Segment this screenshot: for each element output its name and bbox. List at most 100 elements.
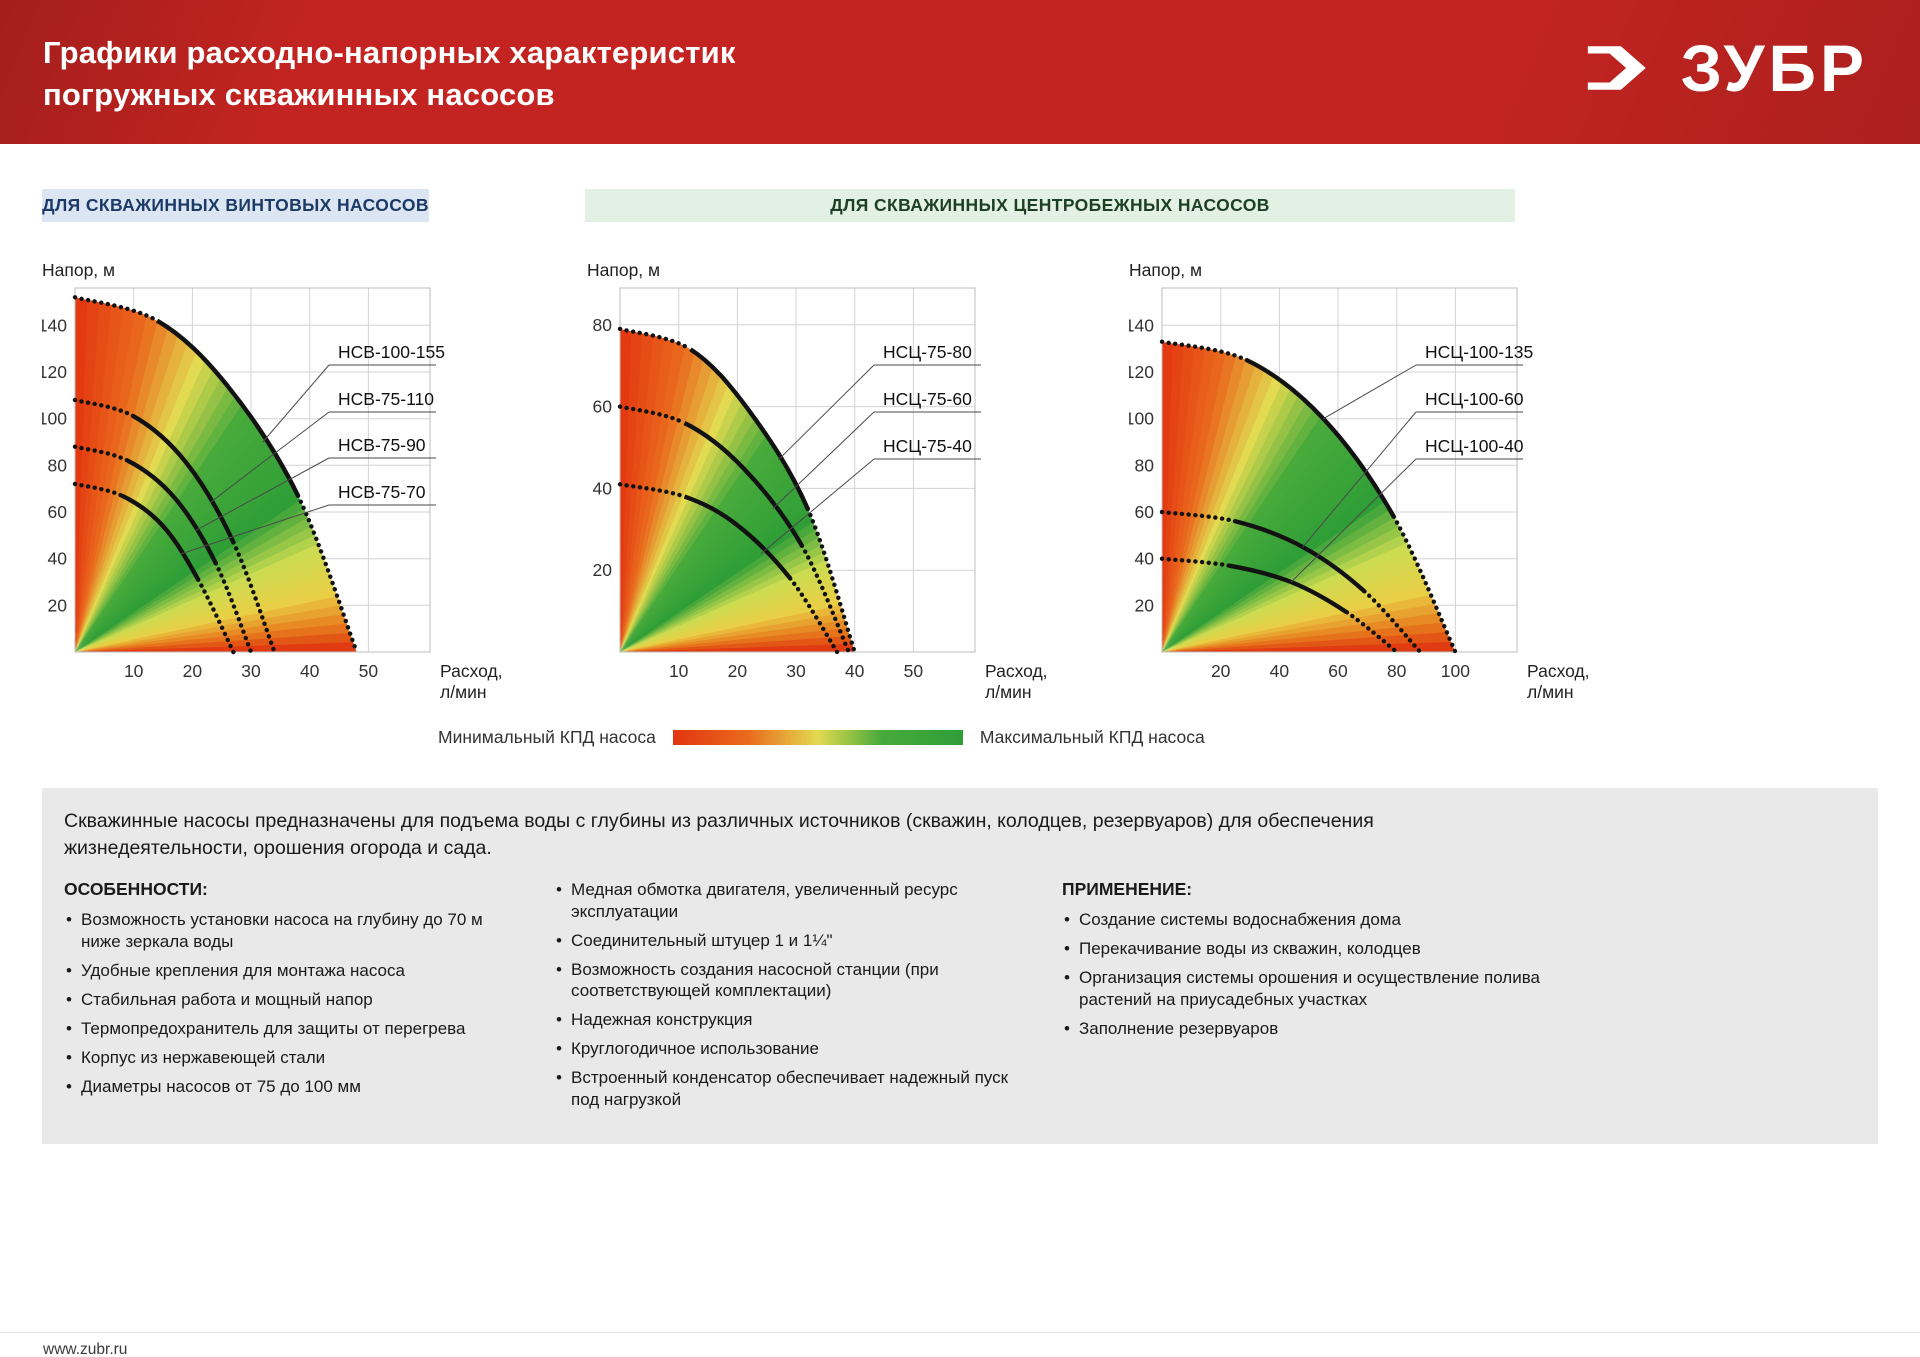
header-banner: Графики расходно-напорных характеристик … [0,0,1920,144]
list-item: Создание системы водоснабжения дома [1062,909,1582,931]
efficiency-sector [1162,540,1456,652]
curve-solid [156,318,300,497]
leader-line [209,411,330,504]
y-tick-label: 80 [593,315,613,335]
y-tick-label: 40 [593,478,613,498]
efficiency-sector [620,629,855,652]
efficiency-sector [1162,497,1456,652]
page-title-line2: погружных скважинных насосов [43,77,555,112]
x-tick-label: 100 [1441,661,1470,681]
series-labels: НСВ-100-155 НСВ-75-110 НСВ-75-90 НСВ-75-70 [180,342,445,555]
x-tick-label: 30 [786,661,806,681]
legend-max-label: Максимальный КПД насоса [979,727,1205,747]
extra-features-column: Медная обмотка двигателя, увеличенный ре… [554,879,1024,1118]
x-tick-label: 10 [124,661,144,681]
efficiency-sector [75,540,357,652]
efficiency-gradient-bar [672,730,963,745]
efficiency-sector [620,328,855,652]
series-label: НСЦ-100-40 [1425,436,1524,456]
efficiency-sector [620,497,855,652]
efficiency-sector [75,475,357,652]
list-item: Заполнение резервуаров [1062,1018,1582,1040]
efficiency-sector [1162,518,1456,652]
y-axis-label: Напор, м [587,262,660,280]
curve-dotted-start [1159,556,1232,568]
curve-solid [120,493,201,581]
plot-frame [619,287,976,653]
series-label: НСВ-75-70 [338,482,426,502]
brand-name: ЗУБР [1680,31,1868,105]
efficiency-sector [75,433,357,652]
efficiency-fan [1162,341,1456,652]
y-tick-label: 40 [1135,549,1155,569]
leader-line [1302,411,1417,548]
curve-dotted-start [72,397,136,419]
y-tick-label: 140 [42,315,67,335]
efficiency-sector [1162,585,1456,652]
efficiency-sector [620,328,855,652]
efficiency-sector [620,371,855,652]
chart-canvas-centrifugal-75: НСЦ-75-80 НСЦ-75-60 НСЦ-75-40 10 20 30 40 50 20 4… [587,260,1048,702]
leader-line [195,457,330,532]
plot-frame [1161,287,1518,653]
curve-dotted-end [788,576,840,655]
curve-dotted-start [617,326,693,352]
page-title-line1: Графики расходно-напорных характеристик [43,35,736,70]
chart-canvas-screw-pumps: НСВ-100-155 НСВ-75-110 НСВ-75-90 НСВ-75-70 1… [38,260,503,702]
leader-line [1290,458,1417,583]
x-tick-label: 20 [728,661,748,681]
x-tick-label: 60 [1328,661,1348,681]
list-item: Возможность установки насоса на глубину … [64,909,516,952]
y-tick-label: 80 [1135,455,1155,475]
list-item: Возможность создания насосной станции (п… [554,959,1024,1002]
series-label: НСЦ-75-40 [883,436,972,456]
efficiency-fan [620,328,855,652]
efficiency-sector [1162,433,1456,652]
application-list: Создание системы водоснабжения дома Пере… [1062,909,1582,1039]
curve-dotted-start [1159,339,1250,363]
efficiency-sector [620,328,855,652]
list-item: Перекачивание воды из скважин, колодцев [1062,938,1582,960]
efficiency-legend: Минимальный КПД насоса Максимальный КПД … [438,727,1205,748]
y-tick-label: 100 [42,409,67,429]
y-tick-label: 40 [48,549,68,569]
section-header-screw-pumps: ДЛЯ СКВАЖИННЫХ ВИНТОВЫХ НАСОСОВ [42,189,429,222]
curve-dotted-end [196,577,236,655]
curve-solid [689,347,810,510]
y-axis-label: Напор, м [42,262,115,280]
efficiency-sector [75,607,357,652]
efficiency-sector [620,391,855,652]
series-label: НСВ-75-110 [338,389,434,409]
features-title: ОСОБЕННОСТИ: [64,879,208,899]
leader-line [772,411,875,510]
series-label: НСВ-100-155 [338,342,445,362]
y-tick-label: 120 [42,362,67,382]
x-tick-label: 80 [1387,661,1407,681]
list-item: Встроенный конденсатор обеспечивает наде… [554,1067,1024,1110]
curve-solid [683,421,804,547]
brand-logo: ЗУБР [1583,31,1868,105]
list-item: Надежная конструкция [554,1009,1024,1031]
legend-min-label: Минимальный КПД насоса [438,727,656,747]
intro-text: Скважинные насосы предназначены для подъ… [64,810,1374,859]
x-axis-label-line1: Расход, [1527,661,1590,681]
application-column: ПРИМЕНЕНИЕ: Создание системы водоснабжен… [1062,879,1582,1118]
efficiency-sector [620,562,855,652]
efficiency-sector [75,454,357,652]
list-item: Корпус из нержавеющей стали [64,1047,516,1069]
efficiency-sector [1162,629,1456,652]
x-tick-label: 40 [1270,661,1290,681]
list-item: Термопредохранитель для защиты от перегр… [64,1018,516,1040]
leader-line [778,364,875,461]
x-axis-label-line2: л/мин [1527,682,1574,702]
extra-features-list: Медная обмотка двигателя, увеличенный ре… [554,879,1024,1110]
efficiency-sector [620,540,855,652]
efficiency-sector [620,433,855,652]
y-tick-label: 100 [1129,409,1154,429]
list-item: Соединительный штуцер 1 и 1¼" [554,930,1024,952]
application-title: ПРИМЕНЕНИЕ: [1062,879,1193,899]
curve-dotted-end [1344,610,1399,655]
x-tick-label: 50 [359,661,379,681]
efficiency-fan [75,297,357,652]
